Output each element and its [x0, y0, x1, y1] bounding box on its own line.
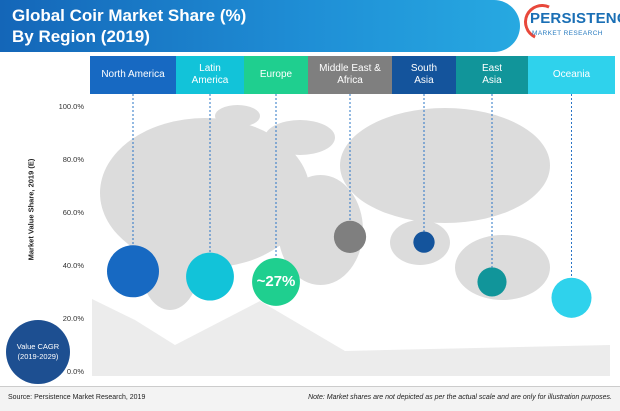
region-tab: North America — [90, 56, 176, 94]
bubble-mark — [413, 231, 435, 253]
y-tick-label: 40.0% — [62, 261, 84, 270]
region-header-bar: North America Latin America Europe Middle E… — [90, 56, 615, 94]
bubble-mark — [477, 267, 507, 297]
note-text: Note: Market shares are not depicted as … — [308, 394, 612, 401]
background-area-shape — [92, 299, 610, 376]
source-text: Source: Persistence Market Research, 201… — [8, 394, 146, 401]
bubble-mark — [252, 257, 300, 306]
map-landmass-shape — [140, 215, 200, 310]
bubble-data-label: ~27% — [256, 272, 296, 290]
bubble-mark — [186, 252, 234, 301]
map-landmass-shape — [215, 105, 260, 127]
y-tick-label: 60.0% — [62, 208, 84, 217]
y-tick-label: 0.0% — [66, 367, 84, 376]
footer-bar: Source: Persistence Market Research, 201… — [0, 386, 620, 411]
chart-plot — [92, 94, 610, 376]
region-tab: East Asia — [456, 56, 528, 94]
region-tab: Oceania — [528, 56, 615, 94]
region-tab: Middle East & Africa — [308, 56, 392, 94]
logo-sub-text: MARKET RESEARCH — [532, 30, 603, 37]
y-tick-label: 80.0% — [62, 155, 84, 164]
map-landmass-shape — [340, 108, 550, 223]
title-banner: Global Coir Market Share (%) By Region (… — [0, 0, 520, 52]
chart-subtitle: By Region (2019) — [12, 27, 150, 46]
bubble-mark — [333, 220, 367, 253]
chart-title: Global Coir Market Share (%) — [12, 6, 247, 25]
cagr-badge: Value CAGR (2019-2029) — [6, 320, 70, 384]
bubble-mark — [107, 245, 159, 298]
brand-logo: PERSISTENCE MARKET RESEARCH — [518, 0, 620, 46]
bubble-mark — [551, 277, 592, 318]
region-tab: South Asia — [392, 56, 456, 94]
map-landmass-shape — [265, 120, 335, 155]
region-tab: Europe — [244, 56, 308, 94]
region-tab: Latin America — [176, 56, 244, 94]
y-axis-title: Market Value Share, 2019 (E) — [26, 158, 36, 261]
bubble-marks — [107, 220, 592, 318]
y-tick-label: 100.0% — [58, 102, 84, 111]
y-tick-label: 20.0% — [62, 314, 84, 323]
map-landmass-shape — [278, 175, 363, 285]
logo-main-text: PERSISTENCE — [530, 10, 620, 27]
connector-lines — [132, 94, 572, 278]
world-map-background — [100, 105, 550, 310]
